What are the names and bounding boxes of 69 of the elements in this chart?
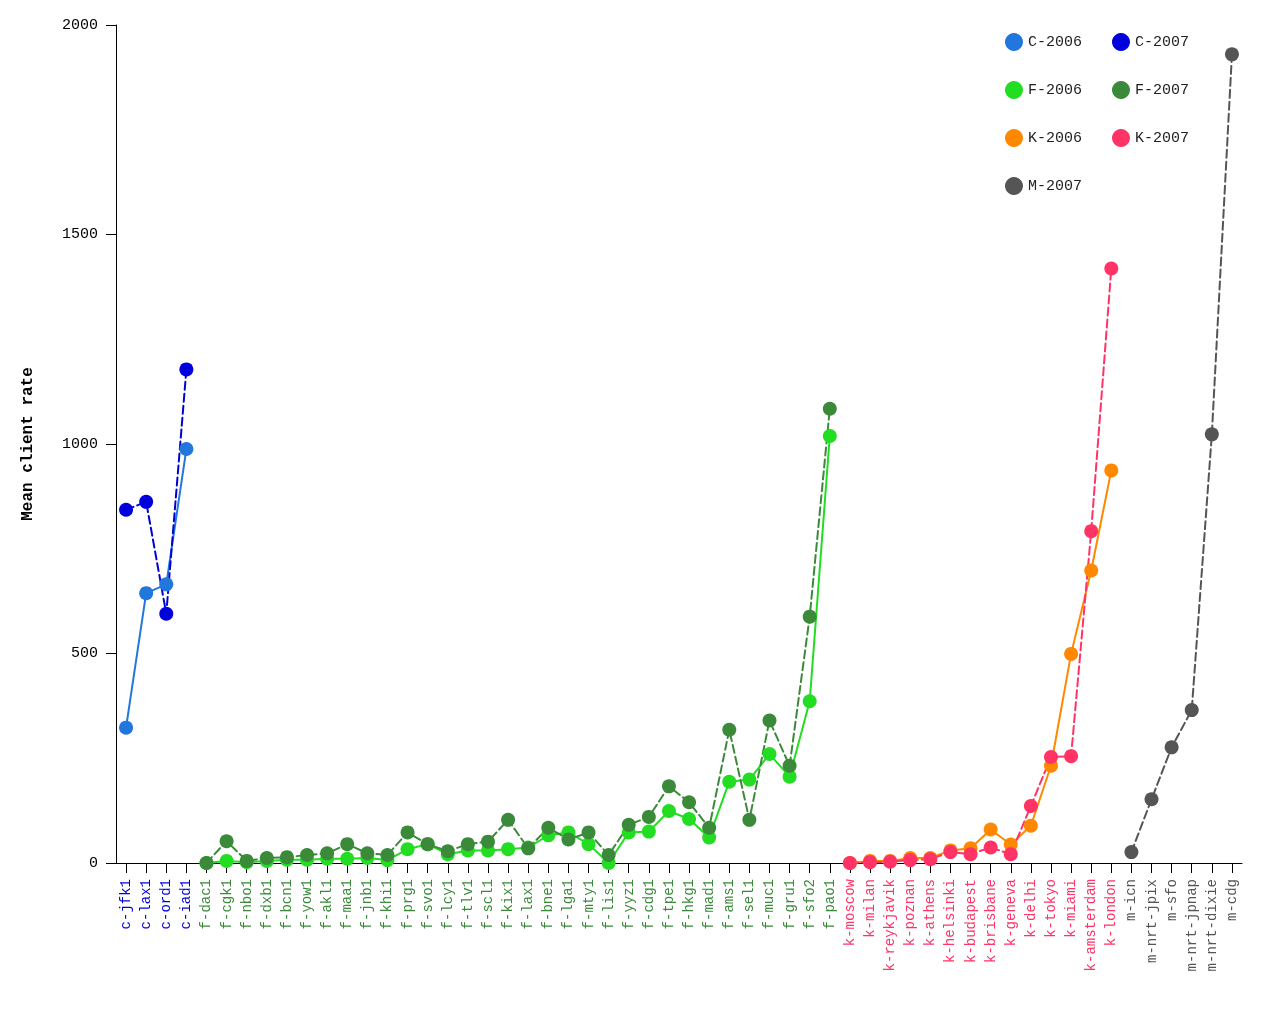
legend-label: C-2007 [1134, 33, 1190, 51]
x-tick-label: m-sfo [1163, 879, 1180, 922]
x-tick-label: k-milan [862, 879, 879, 938]
x-tick-label: f-cdg1 [640, 879, 657, 930]
x-tick-label: f-prg1 [399, 879, 416, 930]
x-tick-label: f-lis1 [600, 879, 617, 930]
x-tick-label: f-mty1 [580, 879, 597, 930]
legend-label: M-2007 [1027, 177, 1082, 195]
x-tick-label: f-bcn1 [278, 879, 295, 930]
x-tick-label: k-athens [922, 879, 939, 947]
x-tick-label: k-tokyo [1042, 879, 1059, 938]
y-tick-label: 1500 [61, 226, 98, 243]
x-tick-label: f-tlv1 [459, 879, 476, 930]
x-tick-label: k-poznan [902, 879, 919, 947]
x-tick-label: m-icn [1123, 879, 1140, 922]
legend-label: K-2007 [1134, 129, 1190, 147]
x-tick-label: k-budapest [962, 879, 979, 964]
x-tick-label: f-ams1 [721, 879, 738, 930]
x-tick-label: f-yyz1 [620, 879, 637, 930]
y-tick-label: 0 [88, 854, 98, 872]
x-tick-label: f-muc1 [761, 879, 778, 930]
legend-label: F-2006 [1027, 81, 1082, 99]
x-tick-label: f-nbo1 [238, 879, 255, 930]
x-tick-label: m-nrt-jpnap [1183, 879, 1200, 972]
x-tick-label: f-dac1 [198, 879, 215, 930]
x-tick-label: c-lax1 [138, 879, 155, 930]
x-tick-label: k-brisbane [982, 879, 999, 964]
x-tick-label: f-jnb1 [359, 879, 376, 930]
x-tick-label: f-kix1 [500, 879, 517, 930]
x-tick-label: f-gru1 [781, 879, 798, 930]
legend-label: C-2006 [1027, 33, 1082, 51]
x-tick-label: k-helsinki [942, 879, 959, 964]
legend-label: F-2007 [1134, 81, 1190, 99]
x-tick-label: f-dxb1 [258, 879, 275, 930]
x-tick-label: f-hkg1 [681, 879, 698, 930]
y-tick-label: 1000 [61, 435, 98, 453]
legend-label: K-2006 [1027, 129, 1082, 147]
x-tick-label: f-pao1 [821, 879, 838, 930]
x-tick-label: f-scl1 [479, 879, 496, 930]
x-tick-label: k-delhi [1022, 879, 1039, 938]
x-tick-label: f-bne1 [540, 879, 557, 930]
x-tick-label: f-svo1 [419, 879, 436, 930]
x-tick-label: k-miami [1063, 879, 1080, 938]
x-tick-label: f-khi1 [379, 879, 396, 930]
x-tick-label: f-tpe1 [660, 879, 677, 930]
x-tick-label: f-yow1 [299, 879, 316, 930]
x-tick-label: f-akl1 [319, 879, 336, 930]
x-tick-label: k-amsterdam [1083, 879, 1100, 972]
x-tick-label: c-ord1 [158, 879, 175, 930]
x-tick-label: m-nrt-dixie [1203, 879, 1220, 972]
x-tick-label: c-iad1 [178, 879, 195, 930]
x-tick-label: k-moscow [841, 878, 858, 947]
x-tick-label: m-nrt-jpix [1143, 879, 1160, 964]
x-tick-label: k-geneva [1002, 879, 1019, 947]
x-tick-label: k-reykjavik [882, 879, 899, 972]
x-tick-label: c-jfk1 [118, 879, 135, 930]
x-tick-label: m-cdg [1223, 879, 1240, 922]
x-tick-label: k-london [1103, 879, 1120, 947]
x-tick-label: f-mad1 [701, 879, 718, 930]
x-tick-label: f-sfo2 [801, 879, 818, 930]
x-tick-label: f-lax1 [520, 879, 537, 930]
y-tick-label: 500 [70, 645, 98, 662]
x-tick-label: f-lcy1 [439, 879, 456, 930]
x-tick-label: f-sel1 [741, 879, 758, 930]
y-tick-label: 2000 [61, 16, 98, 34]
y-axis-title: Mean client rate [19, 367, 37, 521]
x-tick-label: f-maa1 [339, 879, 356, 930]
x-tick-label: f-cgk1 [218, 879, 235, 930]
x-tick-label: f-lga1 [560, 879, 577, 930]
